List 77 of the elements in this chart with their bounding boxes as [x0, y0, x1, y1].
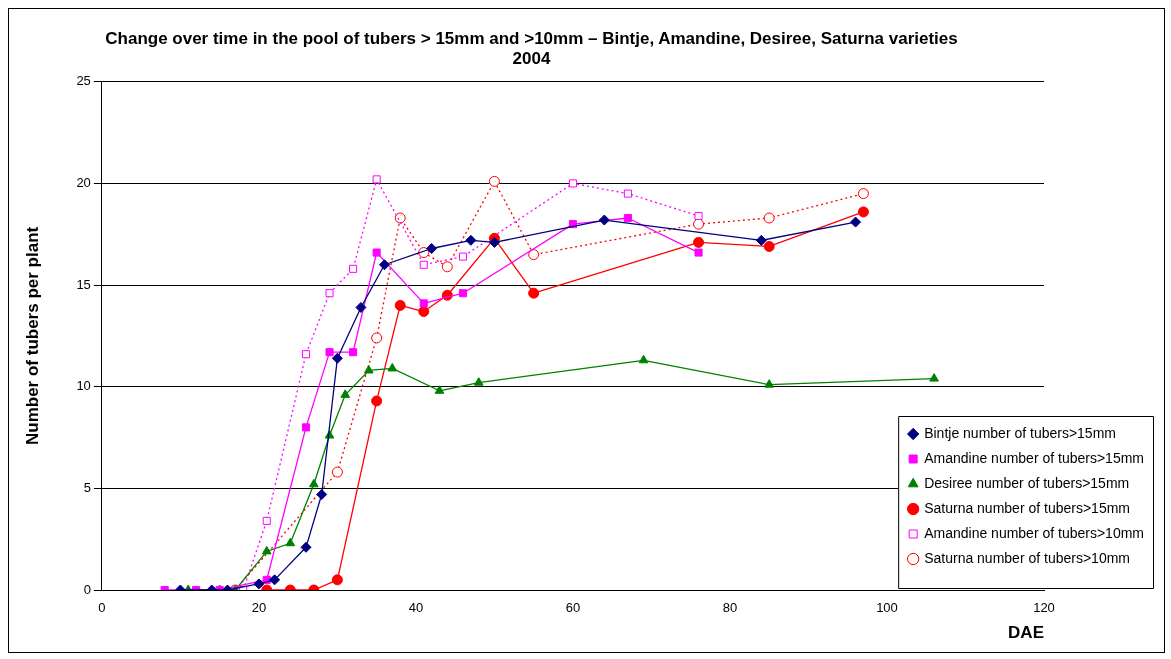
point	[309, 478, 319, 488]
point	[857, 206, 869, 218]
y-tick-label: 15	[76, 276, 91, 292]
legend-label: Desiree number of tubers>15mm	[924, 474, 1130, 491]
y-tick-label: 20	[76, 175, 91, 191]
point	[316, 488, 328, 500]
point	[355, 301, 367, 313]
point	[419, 260, 428, 269]
point	[262, 516, 271, 525]
point	[488, 175, 500, 187]
point	[458, 252, 468, 261]
point	[850, 216, 862, 228]
y-tick-label: 10	[76, 378, 91, 394]
x-tick-label: 80	[722, 600, 738, 616]
point	[694, 211, 703, 220]
point	[528, 249, 540, 261]
y-tick-label: 0	[83, 581, 91, 597]
point	[419, 299, 428, 308]
point	[623, 213, 632, 223]
point	[568, 179, 577, 188]
point	[372, 175, 381, 184]
x-tick-label: 20	[251, 600, 267, 616]
chart-title: Change over time in the pool of tubers > 15mm and >10mm – Bintje, Amandine, Desiree, Saturna varieties 2004	[105, 28, 958, 69]
x-tick-label: 40	[408, 600, 424, 616]
point	[394, 212, 406, 224]
point	[331, 466, 343, 478]
point	[331, 352, 343, 364]
point	[755, 234, 767, 246]
legend-label: Amandine number of tubers>10mm	[924, 524, 1145, 541]
point	[763, 212, 775, 224]
point	[325, 348, 334, 357]
point	[300, 541, 312, 553]
point	[528, 287, 540, 299]
point	[372, 248, 381, 257]
point	[371, 332, 383, 344]
point	[261, 545, 272, 555]
point	[488, 236, 500, 248]
legend-label: Saturna number of tubers>15mm	[924, 499, 1131, 516]
point	[764, 379, 775, 388]
point	[371, 395, 383, 407]
point	[434, 385, 445, 394]
point	[349, 264, 358, 273]
x-tick-label: 60	[565, 600, 581, 616]
point	[857, 188, 869, 200]
point	[387, 362, 398, 372]
point	[285, 537, 296, 547]
point	[363, 364, 374, 374]
x-tick-label: 100	[876, 600, 898, 616]
point	[340, 389, 351, 398]
point	[465, 234, 477, 246]
x-tick-label: 0	[98, 600, 106, 616]
point	[623, 189, 632, 198]
point	[325, 289, 334, 298]
point	[394, 299, 406, 311]
legend-label: Saturna number of tubers>10mm	[924, 549, 1131, 566]
point	[638, 354, 649, 364]
x-axis-title: DAE	[1008, 623, 1044, 643]
legend-label: Amandine number of tubers>15mm	[924, 449, 1145, 466]
point	[349, 348, 358, 357]
y-tick-label: 25	[76, 73, 91, 89]
point	[694, 248, 703, 257]
x-tick-label: 120	[1033, 600, 1055, 616]
y-axis-title: Number of tubers per plant	[22, 226, 42, 445]
point	[458, 289, 468, 298]
point	[379, 259, 390, 271]
point	[929, 373, 939, 382]
point	[598, 214, 610, 226]
point	[301, 423, 311, 432]
point	[418, 306, 430, 318]
point	[763, 240, 775, 252]
legend-label: Bintje number of tubers>15mm	[924, 424, 1116, 441]
point	[441, 261, 453, 273]
point	[473, 377, 484, 386]
point	[693, 236, 705, 248]
point	[426, 242, 438, 254]
y-tick-label: 5	[83, 479, 91, 495]
point	[301, 350, 311, 359]
